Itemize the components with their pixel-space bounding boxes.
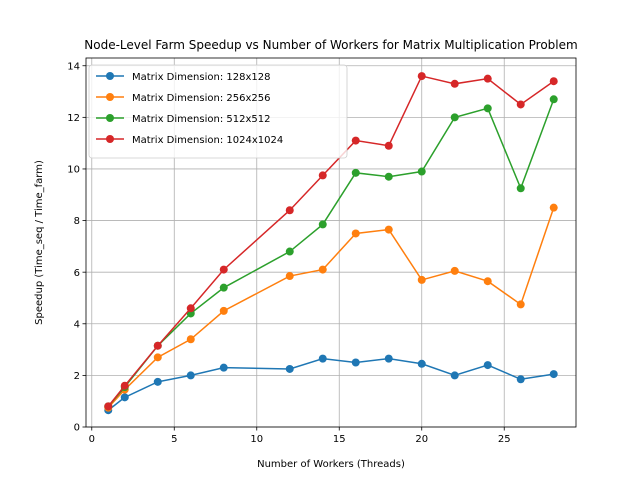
data-point <box>516 100 525 109</box>
y-tick-label: 4 <box>74 319 80 330</box>
data-point <box>384 141 393 150</box>
series-line <box>107 357 554 411</box>
chart-title: Node-Level Farm Speedup vs Number of Wor… <box>84 38 577 52</box>
data-point <box>351 229 360 238</box>
legend-label: Matrix Dimension: 1024x1024 <box>132 135 283 146</box>
y-tick-label: 12 <box>67 113 80 124</box>
y-tick-label: 10 <box>67 165 80 176</box>
legend-marker <box>106 135 114 143</box>
data-point <box>483 74 492 83</box>
data-point <box>516 184 525 193</box>
data-point <box>318 354 327 363</box>
data-point <box>104 402 113 411</box>
data-point <box>219 283 228 292</box>
x-axis-label: Number of Workers (Threads) <box>257 459 405 470</box>
data-point <box>153 341 162 350</box>
data-point <box>516 375 525 384</box>
data-point <box>351 358 360 367</box>
legend-label: Matrix Dimension: 128x128 <box>132 72 270 83</box>
data-point <box>483 104 492 113</box>
data-point <box>186 335 195 344</box>
data-point <box>384 172 393 181</box>
legend-marker <box>106 93 114 101</box>
data-point <box>120 393 129 402</box>
legend-marker <box>106 114 114 122</box>
data-point <box>549 95 558 104</box>
legend-item: Matrix Dimension: 256x256 <box>96 93 270 104</box>
data-point <box>186 371 195 380</box>
data-point <box>219 363 228 372</box>
data-point <box>450 79 459 88</box>
x-tick-label: 20 <box>415 434 428 445</box>
legend-item: Matrix Dimension: 1024x1024 <box>96 135 283 146</box>
data-point <box>120 381 129 390</box>
series-1 <box>104 354 558 415</box>
data-point <box>549 203 558 212</box>
legend: Matrix Dimension: 128x128 Matrix Dimensio… <box>88 64 348 159</box>
data-point <box>285 247 294 256</box>
legend-item: Matrix Dimension: 512x512 <box>96 114 270 125</box>
data-point <box>483 277 492 286</box>
data-point <box>483 361 492 370</box>
legend-box <box>88 64 348 159</box>
y-tick-label: 0 <box>74 423 80 434</box>
data-point <box>285 364 294 373</box>
series-2 <box>104 203 558 412</box>
data-point <box>219 306 228 315</box>
data-point <box>318 265 327 274</box>
data-point <box>417 275 426 284</box>
y-tick-label: 6 <box>74 268 80 279</box>
data-point <box>417 167 426 176</box>
data-point <box>153 377 162 386</box>
legend-label: Matrix Dimension: 512x512 <box>132 114 270 125</box>
x-tick-label: 15 <box>333 434 346 445</box>
data-point <box>384 225 393 234</box>
data-point <box>318 171 327 180</box>
legend-label: Matrix Dimension: 256x256 <box>132 93 270 104</box>
data-point <box>450 371 459 380</box>
x-tick-label: 10 <box>250 434 263 445</box>
legend-item: Matrix Dimension: 128x128 <box>96 72 270 83</box>
tick-layer: 0 5 10 15 20 25 0 2 4 6 8 10 12 14 <box>67 61 510 445</box>
y-axis-label: Speedup (Time_seq / Time_farm) <box>34 160 45 325</box>
data-point <box>450 266 459 275</box>
data-point <box>450 113 459 122</box>
data-point <box>285 272 294 281</box>
series-line <box>107 207 555 409</box>
data-point <box>285 206 294 215</box>
data-point <box>549 77 558 86</box>
plot-area-frame <box>85 57 577 428</box>
data-point <box>219 265 228 274</box>
data-point <box>417 359 426 368</box>
data-point <box>186 304 195 313</box>
x-tick-label: 25 <box>498 434 511 445</box>
data-point <box>351 136 360 145</box>
data-point <box>153 353 162 362</box>
y-tick-label: 14 <box>67 61 80 72</box>
x-tick-label: 0 <box>89 434 95 445</box>
data-point <box>384 354 393 363</box>
data-point <box>318 220 327 229</box>
y-tick-label: 2 <box>74 371 80 382</box>
data-point <box>351 168 360 177</box>
data-point <box>417 72 426 81</box>
data-point <box>516 300 525 309</box>
legend-marker <box>106 72 114 80</box>
data-point <box>549 370 558 379</box>
y-tick-label: 8 <box>74 216 80 227</box>
x-tick-label: 5 <box>171 434 177 445</box>
